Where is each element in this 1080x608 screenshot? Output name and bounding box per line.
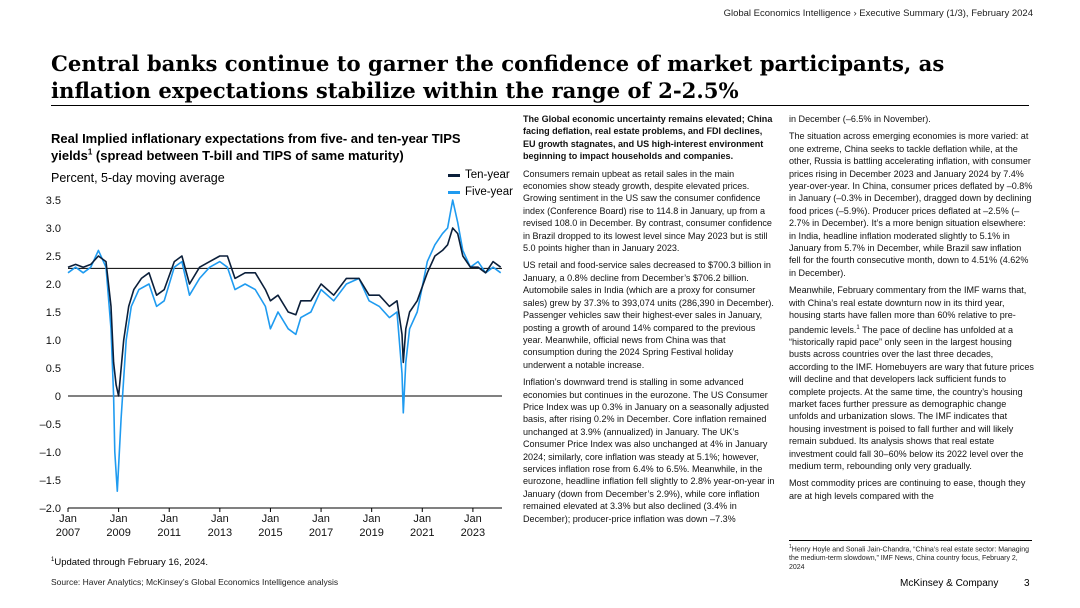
- brand-name: McKinsey & Company: [900, 578, 999, 589]
- x-tick-label-year: 2019: [359, 527, 383, 539]
- y-tick-label: 3.0: [46, 223, 61, 235]
- series-line-ten-year: [67, 227, 502, 397]
- paragraph-emerging-economies: The situation across emerging economies …: [789, 131, 1033, 278]
- y-tick-label: –1.5: [40, 475, 61, 487]
- x-tick-label-year: 2007: [56, 527, 80, 539]
- x-tick-label-month: Jan: [262, 513, 280, 525]
- paragraph-consumers: Consumers remain upbeat as retail sales …: [523, 168, 772, 254]
- y-tick-label: –1.0: [40, 447, 61, 459]
- x-tick-label-year: 2023: [461, 527, 485, 539]
- paragraph-imf-text: Meanwhile, February commentary from the …: [789, 285, 1027, 335]
- chart-title-footnote-marker: 1: [87, 147, 93, 157]
- chart-title-text: Real Implied inflationary expectations f…: [51, 131, 461, 163]
- text-footnote: 1Henry Hoyle and Sonali Jain-Chandra, “C…: [789, 540, 1032, 572]
- y-tick-label: –2.0: [40, 503, 61, 515]
- page-number: 3: [1024, 578, 1030, 589]
- x-tick-label-month: Jan: [464, 513, 482, 525]
- source-note: Source: Haver Analytics; McKinsey’s Glob…: [51, 577, 339, 587]
- text-footnote-marker: 1: [789, 544, 792, 550]
- chart-subtitle: Percent, 5-day moving average: [51, 171, 225, 185]
- page-title: Central banks continue to garner the con…: [51, 51, 945, 103]
- chart-footnote-marker: 1: [51, 557, 55, 563]
- x-tick-label-year: 2021: [410, 527, 434, 539]
- x-tick-label-year: 2017: [309, 527, 333, 539]
- y-tick-label: 1.0: [46, 335, 61, 347]
- y-tick-label: 3.5: [46, 195, 61, 207]
- x-tick-label-year: 2011: [157, 527, 181, 539]
- paragraph-imf: Meanwhile, February commentary from the …: [789, 284, 1034, 472]
- chart-footnote-text: Updated through February 16, 2024.: [54, 557, 209, 569]
- x-tick-label-month: Jan: [110, 513, 128, 525]
- y-tick-label: 2.5: [46, 251, 61, 263]
- x-tick-label-year: 2015: [258, 527, 282, 539]
- y-tick-label: 0: [55, 391, 61, 403]
- x-tick-label-month: Jan: [413, 513, 431, 525]
- legend-item-ten-year: Ten-year: [448, 167, 513, 184]
- y-tick-label: 0.5: [46, 363, 61, 375]
- legend-label-ten-year: Ten-year: [465, 169, 510, 181]
- x-tick-label-month: Jan: [211, 513, 229, 525]
- y-tick-label: –0.5: [40, 419, 61, 431]
- inflation-expectations-chart: 3.53.02.52.01.51.00.50–0.5–1.0–1.5–2.0Ja…: [40, 195, 502, 539]
- text-column-2: in December (–6.5% in November). The sit…: [789, 113, 1034, 507]
- paragraph-imf-rest: The pace of decline has unfolded at a “h…: [789, 324, 1034, 471]
- text-column-1: The Global economic uncertainty remains …: [523, 113, 775, 530]
- x-tick-label-year: 2009: [106, 527, 130, 539]
- breadcrumb: Global Economics Intelligence › Executiv…: [723, 8, 1033, 19]
- paragraph-continued: in December (–6.5% in November).: [789, 114, 931, 124]
- x-tick-label-month: Jan: [160, 513, 178, 525]
- x-tick-label-year: 2013: [208, 527, 232, 539]
- legend-item-five-year: Five-year: [448, 184, 513, 201]
- chart-footnote: 1Updated through February 16, 2024.: [51, 557, 208, 568]
- paragraph-retail-sales: US retail and food-service sales decreas…: [523, 260, 774, 370]
- chart-title: Real Implied inflationary expectations f…: [51, 130, 491, 164]
- paragraph-imf-footnote-marker: 1: [856, 324, 860, 331]
- x-tick-label-month: Jan: [59, 513, 77, 525]
- paragraph-inflation: Inflation’s downward trend is stalling i…: [523, 377, 775, 524]
- chart-legend: Ten-year Five-year: [448, 167, 513, 201]
- legend-swatch-ten-year: [448, 174, 460, 177]
- x-tick-label-month: Jan: [363, 513, 381, 525]
- lead-paragraph: The Global economic uncertainty remains …: [523, 114, 773, 162]
- x-tick-label-month: Jan: [312, 513, 330, 525]
- y-tick-label: 2.0: [46, 279, 61, 291]
- series-line-five-year: [67, 199, 502, 493]
- legend-swatch-five-year: [448, 191, 460, 194]
- y-tick-label: 1.5: [46, 307, 61, 319]
- text-footnote-text: Henry Hoyle and Sonali Jain-Chandra, “Ch…: [789, 546, 1030, 572]
- chart-title-rest: (spread between T-bill and TIPS of same …: [92, 148, 404, 163]
- paragraph-commodities: Most commodity prices are continuing to …: [789, 478, 1026, 501]
- legend-label-five-year: Five-year: [465, 186, 513, 198]
- title-divider: [51, 105, 1029, 106]
